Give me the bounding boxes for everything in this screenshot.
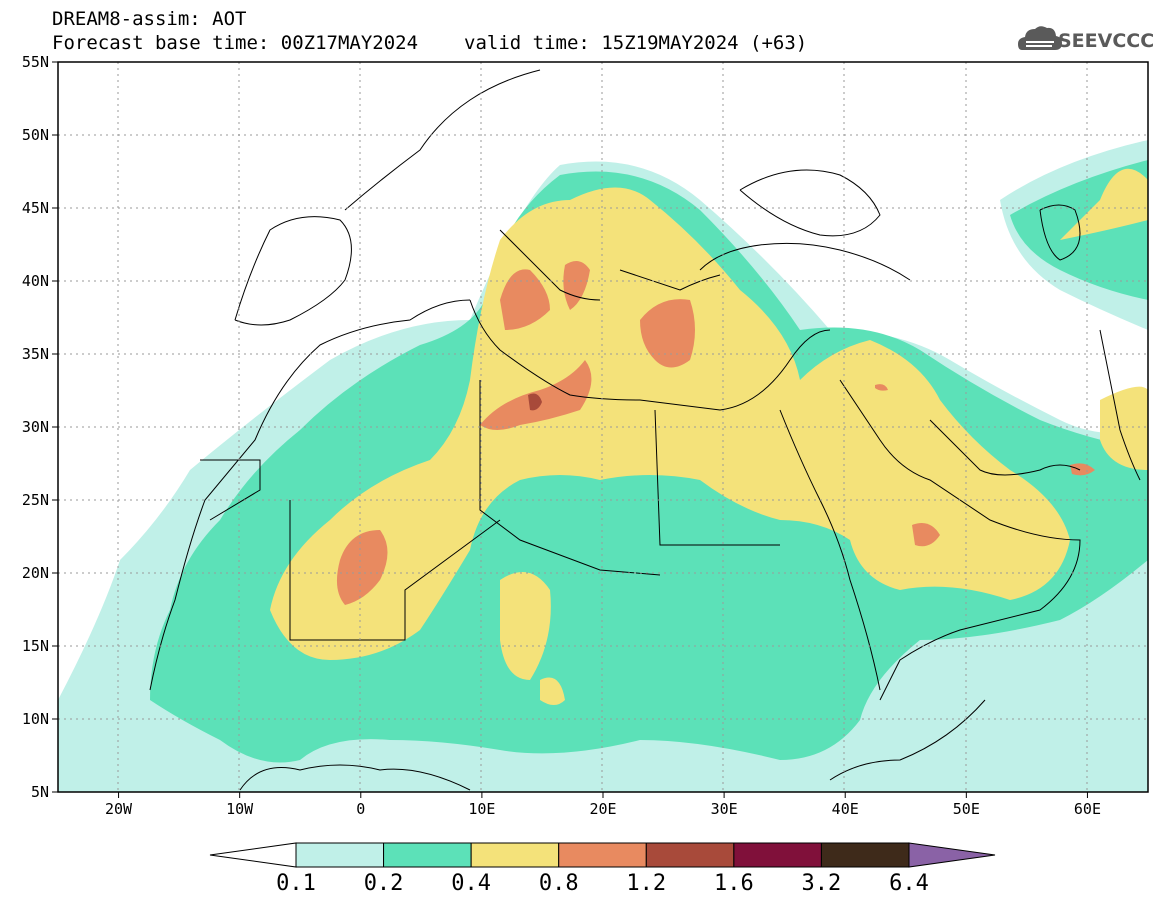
logo-text: SEEVCCC bbox=[1058, 30, 1155, 52]
lon-tick-label: 30E bbox=[711, 800, 738, 818]
base-time: Forecast base time: 00Z17MAY2024 bbox=[52, 32, 419, 54]
lon-tick-label: 20E bbox=[589, 800, 616, 818]
cloud-icon bbox=[1018, 26, 1062, 50]
lat-tick-label: 30N bbox=[22, 418, 49, 436]
lat-tick-label: 20N bbox=[22, 564, 49, 582]
lat-tick-labels: 55N 50N 45N 40N 35N 30N 25N 20N 15N 10N 5N bbox=[22, 53, 58, 801]
lon-tick-label: 20W bbox=[105, 800, 133, 818]
colorbar-label: 0.1 bbox=[276, 871, 316, 896]
colorbar-label: 3.2 bbox=[802, 871, 842, 896]
aot-level-1.2 bbox=[528, 393, 542, 411]
colorbar-label: 6.4 bbox=[889, 871, 929, 896]
lon-tick-label: 40E bbox=[832, 800, 859, 818]
coastlines bbox=[149, 69, 1141, 791]
colorbar-segment bbox=[645, 842, 735, 868]
colorbar-segment bbox=[733, 842, 822, 868]
colorbar-high-arrow bbox=[908, 842, 996, 868]
colorbar: 0.1 0.2 0.4 0.8 1.2 1.6 3.2 6.4 bbox=[209, 842, 996, 896]
lat-tick-label: 15N bbox=[22, 637, 49, 655]
lat-tick-label: 40N bbox=[22, 272, 49, 290]
lat-tick-label: 10N bbox=[22, 710, 49, 728]
lon-tick-label: 10W bbox=[226, 800, 254, 818]
colorbar-segment bbox=[558, 842, 647, 868]
lon-tick-label: 60E bbox=[1074, 800, 1101, 818]
colorbar-low-arrow bbox=[209, 842, 297, 868]
valid-time: valid time: 15Z19MAY2024 (+63) bbox=[464, 32, 808, 54]
lon-tick-label: 10E bbox=[468, 800, 495, 818]
lat-tick-label: 5N bbox=[31, 783, 49, 801]
lon-tick-label: 50E bbox=[953, 800, 980, 818]
colorbar-label: 1.6 bbox=[714, 871, 754, 896]
model-title: DREAM8-assim: AOT bbox=[52, 8, 247, 30]
colorbar-segment bbox=[383, 842, 472, 868]
colorbar-label: 1.2 bbox=[626, 871, 666, 896]
lon-tick-label: 0 bbox=[356, 800, 365, 818]
colorbar-label: 0.4 bbox=[451, 871, 491, 896]
lon-tick-labels: 20W 10W 0 10E 20E 30E 40E 50E 60E bbox=[105, 792, 1101, 818]
lat-tick-label: 25N bbox=[22, 491, 49, 509]
colorbar-segment bbox=[295, 842, 385, 868]
colorbar-segment bbox=[470, 842, 560, 868]
lat-tick-label: 55N bbox=[22, 53, 49, 71]
lat-tick-label: 50N bbox=[22, 126, 49, 144]
grid-lines bbox=[58, 62, 1148, 792]
colorbar-label: 0.2 bbox=[364, 871, 404, 896]
lat-tick-label: 45N bbox=[22, 199, 49, 217]
time-info: Forecast base time: 00Z17MAY2024 valid ti… bbox=[52, 32, 807, 54]
colorbar-segment bbox=[820, 842, 910, 868]
lat-tick-label: 35N bbox=[22, 345, 49, 363]
colorbar-label: 0.8 bbox=[539, 871, 579, 896]
